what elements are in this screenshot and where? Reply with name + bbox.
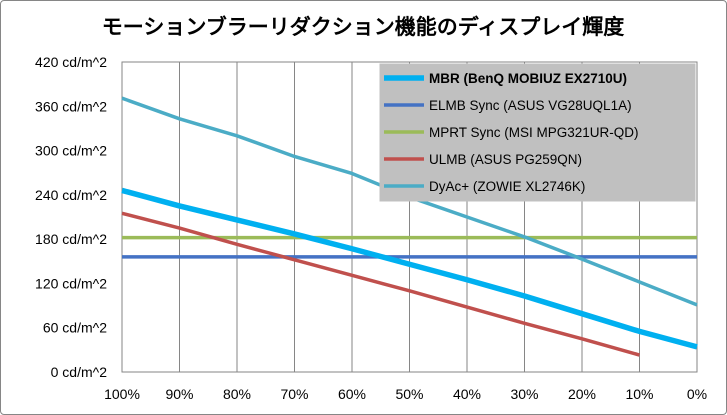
y-tick-label: 0 cd/m^2 [51, 364, 108, 380]
x-tick-label: 50% [395, 386, 423, 402]
y-tick-label: 300 cd/m^2 [35, 143, 107, 159]
x-tick-label: 40% [453, 386, 481, 402]
x-axis-ticks: 100% 90% 80% 70% 60% 50% 40% 30% 20% 10% 0% [104, 386, 707, 402]
y-tick-label: 360 cd/m^2 [35, 98, 107, 114]
legend: MBR (BenQ MOBIUZ EX2710U) ELMB Sync (ASUS… [379, 63, 696, 202]
legend-entry-3: ULMB (ASUS PG259QN) [429, 152, 582, 167]
y-tick-label: 180 cd/m^2 [35, 231, 107, 247]
x-tick-label: 90% [165, 386, 193, 402]
legend-entry-0: MBR (BenQ MOBIUZ EX2710U) [429, 71, 627, 86]
x-tick-label: 70% [280, 386, 308, 402]
x-tick-label: 10% [625, 386, 653, 402]
y-tick-label: 420 cd/m^2 [35, 54, 107, 70]
x-tick-label: 60% [338, 386, 366, 402]
series-line-0 [121, 187, 698, 350]
series-line-3 [121, 211, 640, 357]
legend-entry-1: ELMB Sync (ASUS VG28UQL1A) [429, 98, 632, 113]
x-tick-label: 0% [687, 386, 707, 402]
x-tick-label: 80% [223, 386, 251, 402]
y-tick-label: 60 cd/m^2 [43, 320, 107, 336]
legend-entry-4: DyAc+ (ZOWIE XL2746K) [429, 179, 585, 194]
legend-box [379, 63, 696, 202]
legend-entry-2: MPRT Sync (MSI MPG321UR-QD) [429, 125, 639, 140]
y-tick-label: 240 cd/m^2 [35, 187, 107, 203]
chart-title: モーションブラーリダクション機能のディスプレイ輝度 [102, 15, 624, 39]
y-tick-label: 120 cd/m^2 [35, 275, 107, 291]
y-axis-ticks: 0 cd/m^2 60 cd/m^2 120 cd/m^2 180 cd/m^2 240… [35, 54, 107, 380]
x-tick-label: 30% [510, 386, 538, 402]
x-tick-label: 20% [568, 386, 596, 402]
x-tick-label: 100% [104, 386, 140, 402]
